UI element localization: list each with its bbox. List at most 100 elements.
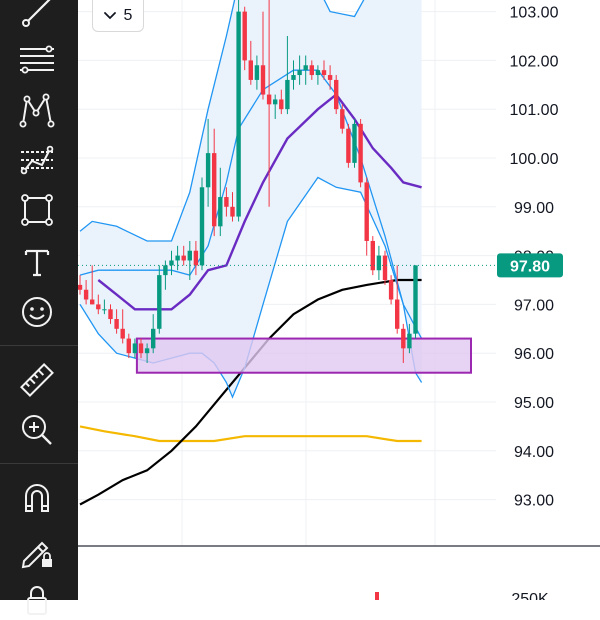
magnet-tool-button[interactable] [11, 478, 63, 518]
text-tool-icon [24, 249, 50, 277]
candle-up [218, 197, 223, 227]
lock-tool-icon [27, 586, 47, 615]
bollinger-upper-line [79, 0, 365, 242]
price-axis-label: 97.00 [514, 297, 554, 314]
price-axis-label: 95.00 [514, 395, 554, 412]
candle-up [175, 255, 180, 261]
toolbar-divider [0, 345, 78, 346]
emoji-tool-icon [22, 297, 52, 327]
price-axis-label: 96.00 [514, 346, 554, 363]
candle-up [199, 187, 205, 266]
candle-up [163, 265, 168, 276]
price-axis-label: 94.00 [514, 444, 554, 461]
candle-down [96, 304, 101, 310]
candle-down [279, 99, 284, 110]
text-tool-button[interactable] [11, 242, 63, 282]
candle-down [395, 299, 400, 329]
candle-down [346, 128, 351, 163]
candle-down [90, 299, 95, 305]
candle-down [242, 11, 247, 61]
candle-down [321, 70, 327, 76]
candle-up [315, 70, 321, 76]
candle-down [138, 343, 144, 354]
price-axis-label: 103.00 [510, 5, 559, 22]
candle-up [157, 275, 162, 329]
ruler-tool-button[interactable] [11, 360, 63, 400]
moving-average-yellow [79, 425, 422, 443]
candle-down [83, 289, 89, 300]
price-axis-label: 99.00 [514, 200, 554, 217]
candle-up [254, 65, 260, 80]
candle-up [132, 343, 138, 354]
fib-lines-tool-button[interactable] [11, 40, 63, 80]
rectangle-tool-button[interactable] [11, 190, 63, 230]
trend-line-tool-icon [22, 0, 51, 27]
candle-down [401, 328, 406, 349]
candle-up [151, 328, 156, 349]
candle-up [236, 11, 241, 217]
zoom-in-tool-button[interactable] [11, 410, 63, 450]
candle-up [102, 309, 107, 311]
rectangle-tool-icon [21, 194, 53, 226]
candle-down [358, 123, 363, 183]
candle-down [126, 338, 131, 354]
candle-up [413, 265, 418, 334]
pattern-tool-icon [19, 93, 55, 128]
candle-down [224, 197, 229, 207]
toolbar-divider [0, 463, 78, 464]
support-zone-rectangle[interactable] [135, 337, 473, 374]
current-price-badge [497, 253, 563, 278]
candle-down [230, 206, 235, 217]
candle-down [260, 65, 266, 95]
candle-down [181, 255, 186, 261]
candle-down [388, 280, 394, 300]
fib-lines-tool-icon [20, 45, 54, 74]
candle-up [273, 99, 278, 105]
candle-down [248, 60, 253, 80]
magnet-tool-icon [25, 484, 49, 512]
candle-down [78, 284, 83, 290]
candle-down [334, 79, 339, 110]
candle-down [266, 94, 272, 105]
candle-up [187, 250, 192, 261]
lock-tool-button[interactable] [11, 580, 63, 620]
interval-count-button[interactable]: 5 [92, 0, 144, 32]
candle-down [212, 153, 217, 227]
emoji-tool-button[interactable] [11, 292, 63, 332]
candle-down [340, 109, 345, 129]
candle-down [370, 240, 375, 271]
candle-up [376, 255, 382, 271]
prediction-tool-button[interactable] [11, 140, 63, 180]
price-axis-label: 102.00 [510, 53, 559, 70]
pattern-tool-button[interactable] [11, 90, 63, 130]
candle-up [205, 153, 211, 188]
moving-average-purple [97, 92, 422, 311]
candle-up [169, 260, 174, 266]
candle-down [120, 328, 125, 339]
candle-up [303, 65, 308, 71]
price-chart[interactable]: 103.00102.00101.00100.0099.0098.0097.009… [78, 0, 600, 600]
candle-down [114, 319, 119, 329]
price-axis-label: 93.00 [514, 493, 554, 510]
chevron-down-icon [103, 11, 116, 19]
candle-up [297, 70, 302, 76]
candle-down [193, 250, 199, 266]
candle-up [352, 123, 357, 163]
interval-count-label: 5 [123, 6, 133, 24]
price-axis-label: 101.00 [510, 102, 559, 119]
price-axis-label: 100.00 [510, 151, 559, 168]
candle-up [407, 333, 412, 349]
candle-down [309, 65, 314, 76]
ruler-tool-icon [20, 363, 54, 397]
candle-up [144, 348, 150, 354]
lock-drawing-tool-icon [21, 541, 52, 569]
prediction-tool-icon [20, 145, 54, 175]
candle-down [382, 255, 388, 280]
candle-up [285, 79, 290, 110]
drawing-toolbar [0, 0, 78, 615]
lock-drawing-tool-button[interactable] [11, 530, 63, 570]
volume-bar [375, 592, 379, 600]
trend-line-tool-button[interactable] [11, 0, 63, 32]
candle-up [291, 75, 296, 80]
candle-down [364, 182, 369, 241]
